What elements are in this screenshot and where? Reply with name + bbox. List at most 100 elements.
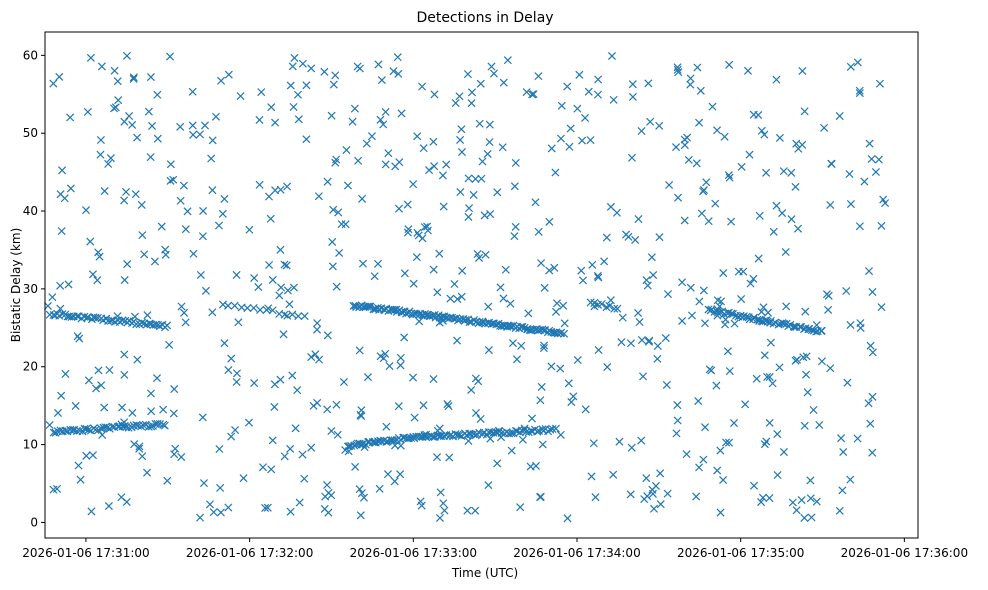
detection-point bbox=[537, 259, 546, 268]
detection-point bbox=[94, 366, 103, 375]
detection-point bbox=[712, 381, 721, 390]
detection-point bbox=[686, 74, 695, 83]
detection-point bbox=[208, 308, 217, 317]
detection-point bbox=[403, 200, 412, 209]
detection-point bbox=[807, 513, 816, 522]
detection-point bbox=[376, 115, 385, 124]
detection-point bbox=[642, 474, 651, 483]
detection-point bbox=[471, 174, 480, 183]
detection-point bbox=[704, 305, 713, 314]
detection-point bbox=[644, 79, 653, 88]
detection-point bbox=[332, 400, 341, 409]
detection-point bbox=[163, 321, 172, 330]
detection-point bbox=[853, 434, 862, 443]
detection-point bbox=[250, 273, 259, 283]
detection-point bbox=[634, 308, 643, 318]
detection-point bbox=[396, 470, 405, 479]
detection-point bbox=[723, 347, 732, 356]
detection-point bbox=[104, 159, 113, 168]
detection-point bbox=[461, 315, 470, 324]
detection-point bbox=[323, 331, 332, 340]
detection-point bbox=[429, 375, 438, 384]
detection-point bbox=[537, 382, 546, 391]
detection-point bbox=[408, 310, 417, 319]
detection-point bbox=[133, 355, 142, 364]
detection-point bbox=[76, 475, 85, 484]
detection-point bbox=[626, 339, 636, 348]
detection-point bbox=[300, 474, 309, 483]
detection-point bbox=[545, 217, 554, 226]
detection-point bbox=[365, 302, 374, 311]
detection-point bbox=[283, 182, 292, 191]
detection-point bbox=[749, 481, 759, 490]
detection-point bbox=[215, 445, 224, 454]
detection-point bbox=[465, 204, 474, 213]
detection-point bbox=[835, 112, 844, 121]
detection-point bbox=[499, 294, 508, 303]
detection-point bbox=[49, 79, 58, 88]
detection-point bbox=[217, 76, 226, 85]
detection-point bbox=[531, 461, 541, 470]
detection-point bbox=[146, 73, 155, 82]
detection-point bbox=[363, 373, 373, 382]
detection-point bbox=[122, 51, 131, 60]
x-tick-label: 2026-01-06 17:32:00 bbox=[186, 546, 313, 560]
detection-point bbox=[100, 403, 109, 412]
detection-point bbox=[371, 438, 380, 447]
detection-point bbox=[255, 180, 264, 189]
detection-point bbox=[631, 235, 640, 244]
detection-point bbox=[355, 485, 364, 494]
detection-point bbox=[746, 279, 755, 288]
detection-point bbox=[846, 200, 855, 209]
detection-point bbox=[725, 60, 734, 69]
detection-point bbox=[697, 209, 706, 218]
detection-point bbox=[404, 225, 413, 234]
detection-point bbox=[512, 355, 521, 364]
detection-point bbox=[534, 72, 543, 81]
detection-point bbox=[144, 107, 153, 116]
detection-point bbox=[183, 207, 192, 216]
detection-point bbox=[480, 211, 489, 220]
detection-point bbox=[793, 224, 803, 233]
detection-point bbox=[538, 325, 547, 334]
detection-point bbox=[250, 379, 259, 388]
detection-point bbox=[557, 101, 566, 110]
detection-point bbox=[403, 228, 412, 237]
detection-point bbox=[624, 232, 633, 241]
detection-point bbox=[805, 324, 814, 333]
detection-point bbox=[877, 221, 886, 230]
detection-point bbox=[180, 308, 189, 317]
detection-point bbox=[471, 408, 481, 418]
detection-point bbox=[700, 319, 710, 328]
detection-point bbox=[498, 143, 507, 152]
detection-point bbox=[776, 319, 785, 328]
detection-point bbox=[396, 361, 405, 370]
y-tick-label: 20 bbox=[23, 360, 38, 374]
detection-point bbox=[493, 188, 502, 197]
detection-point bbox=[475, 119, 484, 128]
detection-point bbox=[440, 506, 449, 515]
detection-point bbox=[868, 392, 877, 401]
detection-point bbox=[466, 430, 475, 439]
detection-point bbox=[355, 346, 364, 355]
detection-point bbox=[864, 399, 873, 408]
detection-point bbox=[280, 310, 289, 319]
detection-point bbox=[594, 273, 603, 282]
detection-point bbox=[749, 274, 758, 283]
detection-point bbox=[517, 341, 526, 350]
detection-point bbox=[382, 437, 391, 446]
detection-point bbox=[332, 282, 341, 291]
detection-point bbox=[88, 451, 97, 460]
detection-point bbox=[394, 402, 403, 411]
detection-point bbox=[674, 193, 683, 202]
detection-point bbox=[609, 470, 618, 479]
detection-point bbox=[510, 182, 519, 191]
detection-point bbox=[244, 418, 254, 427]
detection-point bbox=[279, 330, 288, 339]
detection-point bbox=[350, 104, 359, 113]
detection-point bbox=[358, 259, 368, 268]
detection-point bbox=[586, 136, 595, 145]
detection-point bbox=[843, 378, 852, 387]
detection-point bbox=[473, 249, 482, 259]
detection-point bbox=[757, 498, 766, 507]
